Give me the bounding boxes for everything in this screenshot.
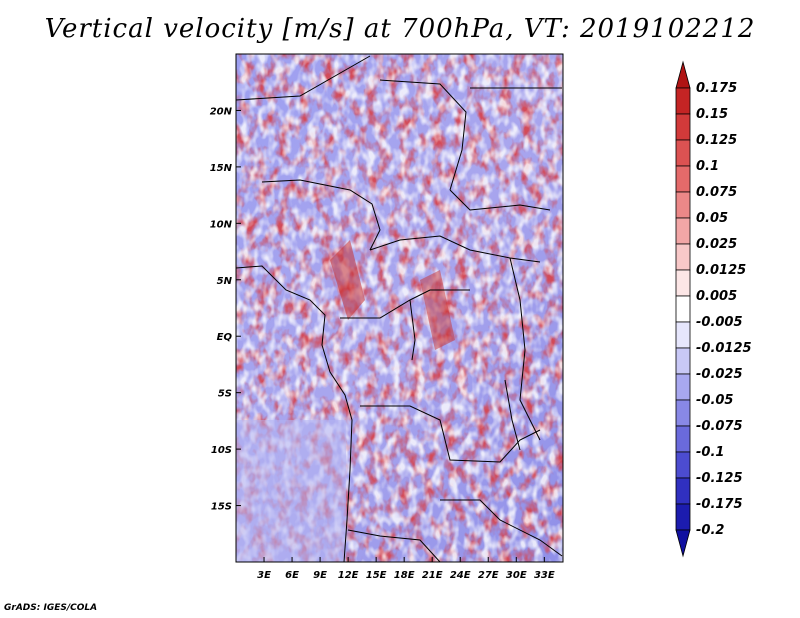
colorbar-label: 0.125 [696,133,737,148]
colorbar-label: -0.2 [696,523,724,538]
colorbar-segment [675,529,691,558]
map-title: Vertical velocity [m/s] at 700hPa, VT: 2… [44,14,756,44]
colorbar-segment [675,451,691,479]
y-tick-label: EQ [217,332,233,343]
x-tick-label: 24E [450,570,471,581]
border-east-2 [449,189,551,211]
colorbar-label: -0.025 [696,367,743,382]
y-axis: 20N 15N 10N 5N EQ 5S 10S 15S [210,106,241,513]
x-tick-label: 18E [394,570,415,581]
colorbar-segment [675,165,691,193]
colorbar-label: -0.125 [696,471,743,486]
field-ocean-smooth [236,420,346,562]
colorbar-segment [675,139,691,167]
colorbar-label: -0.05 [696,393,733,408]
y-tick-label: 15N [210,163,233,174]
x-tick-label: 33E [534,570,555,581]
colorbar-segment [675,243,691,271]
colorbar-segment [675,503,691,531]
x-tick-label: 12E [338,570,359,581]
colorbar-segment [675,295,691,323]
colorbar: 0.175 0.15 0.125 0.1 0.075 0.05 0.025 0.0125 0.0… [675,60,752,558]
rift-lake-1 [409,299,416,361]
colorbar-label: -0.075 [696,419,743,434]
country-borders [236,55,563,562]
colorbar-label: 0.05 [696,211,728,226]
colorbar-segment [675,399,691,427]
map-panel: 3E 6E 9E 12E 15E 18E 21E 24E 27E 30E 33E 20N 15N 10N… [210,53,564,581]
y-tick-label: 10N [210,219,233,230]
colorbar-label: 0.1 [696,159,719,174]
colorbar-label: 0.175 [696,81,737,96]
colorbar-label: -0.0125 [696,341,752,356]
border-lake-chad [261,179,381,251]
border-south-1 [347,529,441,562]
colorbar-label: -0.005 [696,315,743,330]
colorbar-segment [675,321,691,349]
colorbar-segment [675,60,691,89]
x-tick-label: 15E [366,570,387,581]
y-tick-label: 20N [210,106,233,117]
x-tick-label: 27E [478,570,499,581]
y-tick-label: 5N [217,276,233,287]
colorbar-segment [675,87,691,115]
border-central-1 [369,235,541,263]
border-east-3 [509,257,541,441]
border-south-2 [440,499,563,557]
x-tick-label: 30E [506,570,527,581]
colorbar-segment [675,113,691,141]
colorbar-segment [675,373,691,401]
y-tick-label: 5S [218,389,232,400]
field-updraft-band-2 [420,270,455,350]
border-north-2 [379,79,467,191]
x-tick-label: 6E [285,570,299,581]
x-tick-label: 9E [313,570,327,581]
colorbar-label: 0.075 [696,185,737,200]
colorbar-segment [675,347,691,375]
credit-text: GrADS: IGES/COLA [4,603,98,613]
colorbar-label: 0.15 [696,107,728,122]
y-tick-label: 15S [211,502,232,513]
colorbar-label: -0.1 [696,445,724,460]
colorbar-label: 0.0125 [696,263,746,278]
field-updraft-band [330,240,365,320]
coastline-west [236,265,353,562]
y-tick-label: 10S [211,445,232,456]
border-north-1 [236,55,371,101]
colorbar-segment [675,191,691,219]
colorbar-segment [675,269,691,297]
x-tick-label: 3E [257,570,271,581]
colorbar-segment [675,425,691,453]
map-frame [235,53,564,563]
rift-lake-2 [504,379,521,451]
colorbar-label: -0.175 [696,497,743,512]
colorbar-label: 0.025 [696,237,737,252]
colorbar-segment [675,477,691,505]
x-axis: 3E 6E 9E 12E 15E 18E 21E 24E 27E 30E 33E [257,557,555,581]
colorbar-label: 0.005 [696,289,737,304]
border-congo [360,405,541,463]
colorbar-segment [675,217,691,245]
x-tick-label: 21E [422,570,443,581]
